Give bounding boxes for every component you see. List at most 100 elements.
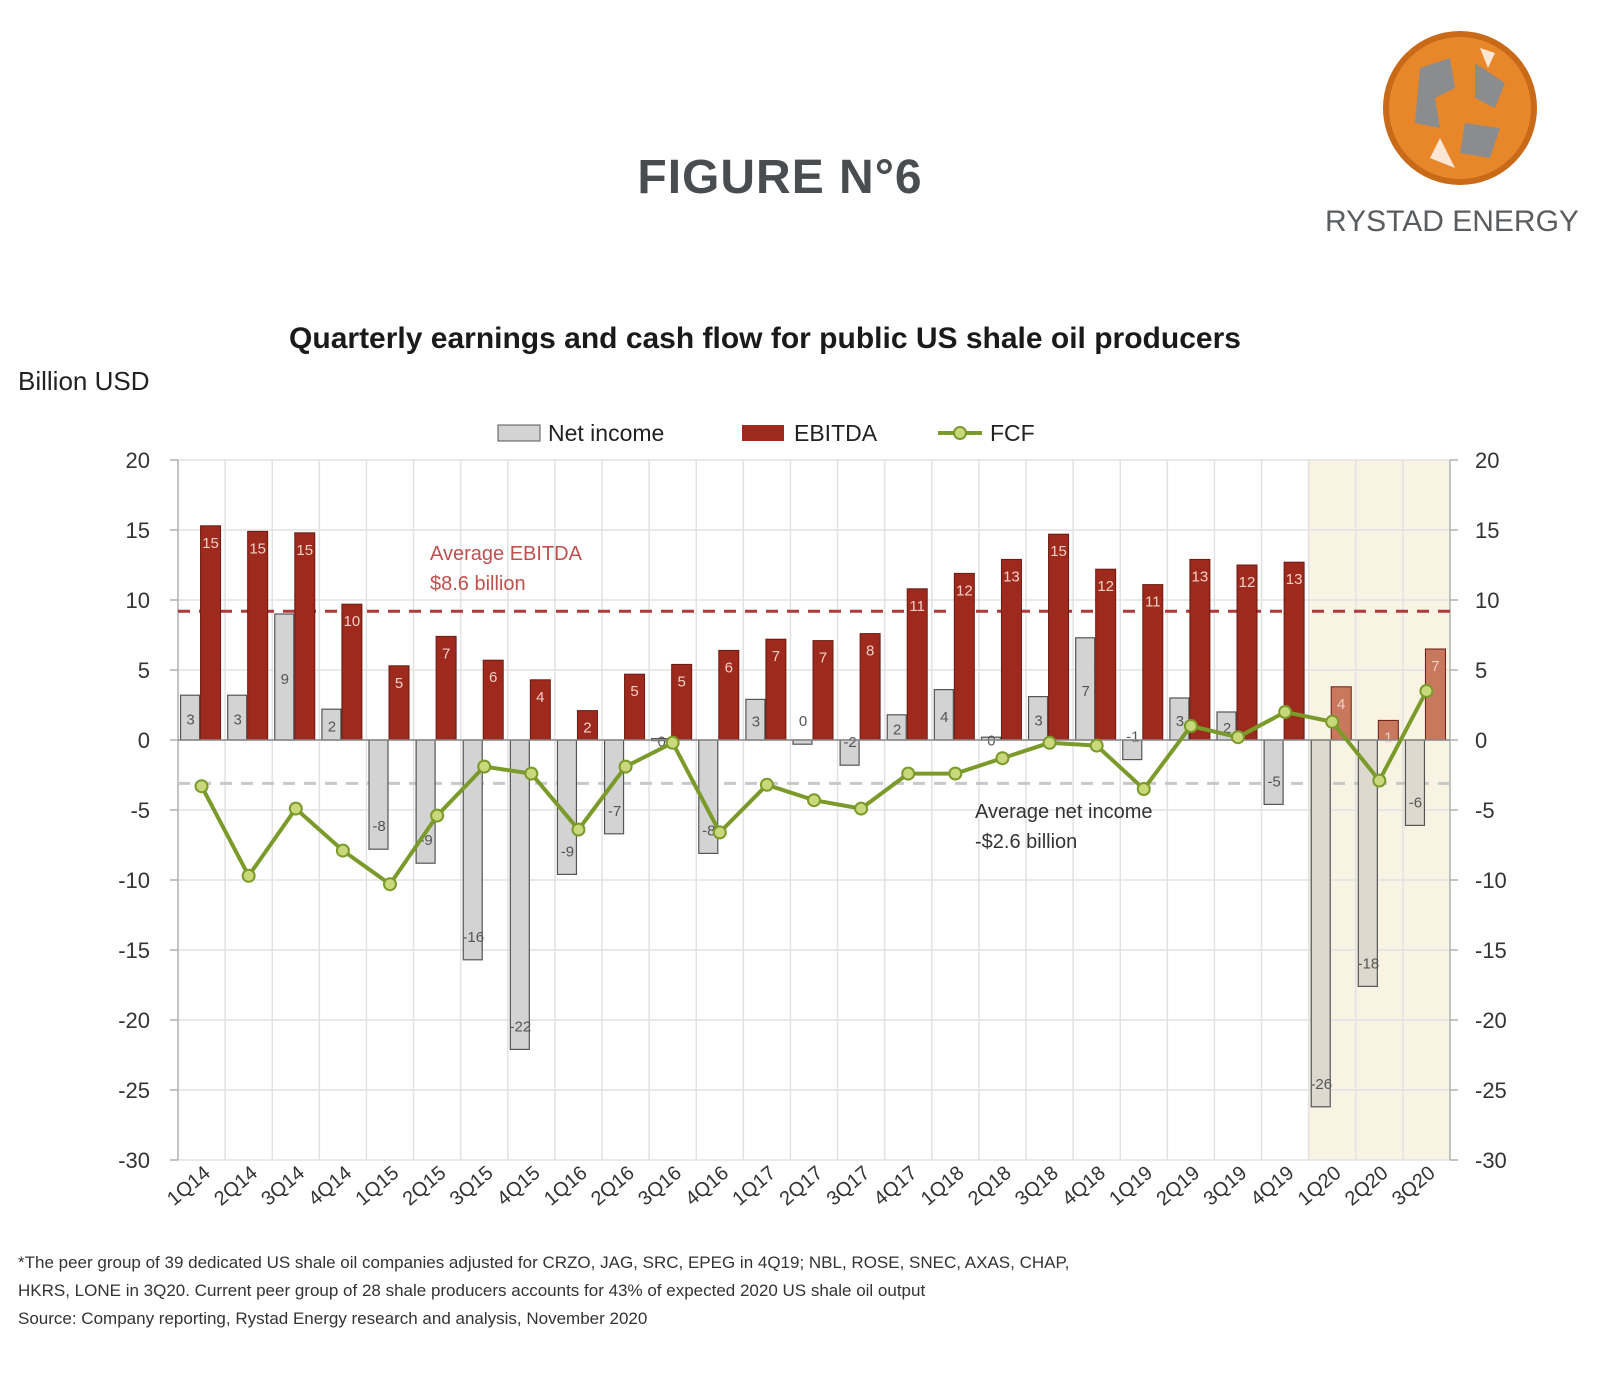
- ebitda-label: 13: [1286, 571, 1303, 588]
- ebitda-label: 13: [1003, 568, 1020, 585]
- legend-net-income-label: Net income: [548, 420, 664, 446]
- x-tick-label: 1Q16: [540, 1162, 592, 1210]
- fcf-point: [1419, 684, 1434, 698]
- net-income-label: -22: [509, 1018, 531, 1035]
- ebitda-label: 15: [1050, 543, 1067, 560]
- ebitda-label: 15: [296, 542, 313, 559]
- net-income-label: 3: [752, 714, 760, 731]
- footnote-source: Source: Company reporting, Rystad Energy…: [18, 1309, 648, 1328]
- ebitda-label: 7: [819, 650, 827, 667]
- ebitda-label: 11: [909, 598, 925, 615]
- ebitda-bar: [1048, 533, 1070, 741]
- x-tick-label: 3Q18: [1011, 1162, 1063, 1210]
- fcf-point: [288, 801, 303, 816]
- net-income-label: -2: [843, 734, 856, 751]
- ebitda-label: 15: [249, 540, 266, 557]
- net-income-label: -7: [608, 803, 621, 820]
- net-income-label: 3: [186, 712, 194, 729]
- net-income-label: 3: [1176, 713, 1184, 730]
- fcf-point: [1089, 738, 1104, 753]
- x-tick-label: 2Q19: [1152, 1162, 1204, 1210]
- figure-title: FIGURE N°6: [637, 151, 923, 204]
- x-tick-label: 4Q15: [493, 1162, 545, 1210]
- fcf-point: [995, 751, 1010, 766]
- fcf-point: [335, 843, 350, 858]
- net-income-label: 4: [940, 709, 948, 726]
- ebitda-label: 12: [956, 582, 973, 599]
- footnote-2: HKRS, LONE in 3Q20. Current peer group o…: [18, 1281, 926, 1300]
- ebitda-label: 6: [725, 659, 733, 676]
- x-tick-label: 2Q20: [1341, 1162, 1393, 1210]
- ebitda-label: 10: [344, 613, 361, 630]
- fcf-point: [759, 777, 774, 792]
- legend-fcf-marker: [953, 426, 967, 440]
- fcf-point: [1042, 735, 1057, 750]
- net-income-label: -1: [1126, 729, 1139, 746]
- x-tick-label: 3Q14: [257, 1162, 309, 1210]
- net-income-label: 9: [281, 671, 289, 688]
- fcf-point: [477, 759, 492, 774]
- x-tick-label: 3Q17: [823, 1162, 875, 1210]
- ebitda-bar: [200, 525, 222, 741]
- legend-ebitda-label: EBITDA: [794, 420, 878, 446]
- net-income-label: 0: [657, 733, 665, 750]
- ebitda-label: 7: [772, 648, 780, 665]
- x-tick-label: 4Q18: [1058, 1162, 1110, 1210]
- y-tick-right: -5: [1475, 798, 1495, 823]
- y-tick-left: 0: [138, 728, 150, 753]
- ebitda-label: 5: [395, 675, 403, 692]
- net-income-label: -5: [1267, 773, 1280, 790]
- y-tick-right: -20: [1475, 1008, 1507, 1033]
- fcf-point: [524, 766, 539, 781]
- reference-value: $8.6 billion: [430, 573, 526, 595]
- x-tick-label: 4Q16: [681, 1162, 733, 1210]
- fcf-point: [901, 766, 916, 781]
- fcf-point: [807, 793, 821, 808]
- y-tick-left: -10: [118, 868, 150, 893]
- x-tick-label: 2Q14: [210, 1162, 262, 1210]
- x-tick-label: 4Q17: [870, 1162, 922, 1210]
- x-tick-label: 2Q17: [776, 1162, 828, 1210]
- net-income-label: -18: [1357, 955, 1379, 972]
- net-income-label: -9: [561, 843, 574, 860]
- y-tick-left: 10: [126, 588, 150, 613]
- fcf-point: [1183, 719, 1198, 733]
- x-tick-label: 2Q18: [964, 1162, 1016, 1210]
- fcf-point: [1136, 782, 1151, 796]
- ebitda-label: 8: [866, 643, 874, 660]
- net-income-label: 3: [233, 712, 241, 729]
- net-income-bar: [1404, 739, 1426, 827]
- net-income-label: -8: [372, 818, 385, 835]
- fcf-point: [1231, 730, 1245, 745]
- ebitda-label: 12: [1097, 578, 1114, 595]
- legend-net-income-swatch: [497, 424, 541, 442]
- x-tick-label: 1Q14: [163, 1162, 215, 1210]
- net-income-label: 3: [1034, 712, 1042, 729]
- fcf-point: [854, 801, 869, 816]
- ebitda-label: 12: [1239, 574, 1256, 591]
- net-income-label: 2: [328, 719, 336, 736]
- ebitda-label: 4: [536, 689, 544, 706]
- net-income-label: -16: [462, 929, 484, 946]
- x-tick-label: 1Q17: [728, 1162, 780, 1210]
- rystad-logo-globe-icon: [1383, 31, 1537, 185]
- x-tick-label: 1Q19: [1105, 1162, 1157, 1210]
- x-tick-label: 3Q19: [1200, 1162, 1252, 1210]
- ebitda-label: 2: [583, 720, 591, 737]
- net-income-label: 7: [1081, 683, 1089, 700]
- y-tick-right: -30: [1475, 1148, 1507, 1173]
- ebitda-label: 5: [630, 683, 638, 700]
- chart-title: Quarterly earnings and cash flow for pub…: [289, 322, 1241, 355]
- ebitda-label: 11: [1145, 594, 1161, 611]
- ebitda-label: 15: [202, 535, 219, 552]
- ebitda-label: 4: [1337, 696, 1345, 713]
- y-tick-left: -15: [118, 938, 150, 963]
- ebitda-label: 1: [1384, 729, 1392, 746]
- footnote-1: *The peer group of 39 dedicated US shale…: [18, 1253, 1070, 1272]
- logo-text: RYSTAD ENERGY: [1325, 205, 1579, 238]
- ebitda-label: 5: [677, 673, 685, 690]
- net-income-label: 2: [1223, 720, 1231, 737]
- y-tick-right: -25: [1475, 1078, 1507, 1103]
- net-income-label: -8: [702, 822, 715, 839]
